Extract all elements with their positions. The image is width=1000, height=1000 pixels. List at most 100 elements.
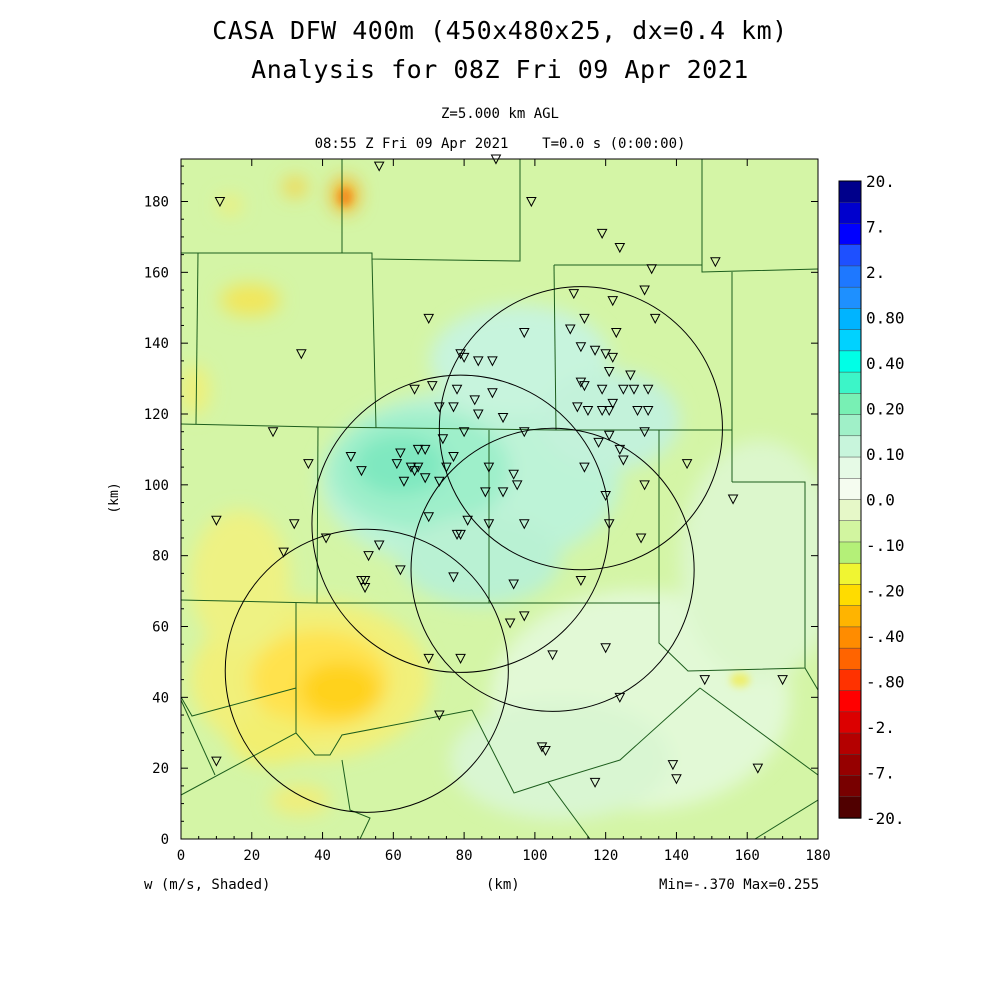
x-axis-label: (km) xyxy=(486,877,520,893)
station-marker xyxy=(423,512,435,523)
station-marker xyxy=(610,328,622,339)
station-marker xyxy=(455,349,466,360)
station-marker xyxy=(483,519,495,530)
station-marker xyxy=(320,533,332,544)
x-tick-label: 60 xyxy=(385,848,402,864)
station-marker xyxy=(451,384,463,395)
colorbar-swatch xyxy=(838,605,862,628)
station-marker xyxy=(345,452,357,463)
colorbar-label: 20. xyxy=(866,172,895,191)
station-marker xyxy=(646,264,658,275)
colorbar: 20. 7. 2. 0.80 0.40 0.20 0.10 0.0 -.10 -.20 -.40 -.… xyxy=(838,172,905,828)
station-marker xyxy=(472,409,484,420)
station-marker xyxy=(373,540,385,551)
x-tick-label: 80 xyxy=(456,848,473,864)
colorbar-swatch xyxy=(838,499,862,522)
colorbar-swatch xyxy=(838,478,862,501)
colorbar-swatch xyxy=(838,180,862,203)
x-tick-label: 40 xyxy=(314,848,331,864)
colorbar-swatch xyxy=(838,414,862,437)
station-marker xyxy=(518,611,530,622)
station-marker xyxy=(568,289,580,300)
station-marker xyxy=(614,692,626,703)
station-markers xyxy=(211,154,788,788)
colorbar-swatch xyxy=(838,456,862,480)
station-marker xyxy=(356,466,367,477)
colorbar-label: 0.10 xyxy=(866,445,905,464)
station-marker xyxy=(211,756,222,767)
station-marker xyxy=(398,476,410,487)
colorbar-frame xyxy=(838,180,862,819)
station-marker xyxy=(211,515,222,526)
station-marker xyxy=(632,405,643,417)
station-marker xyxy=(511,480,523,491)
colorbar-swatch xyxy=(838,435,862,458)
colorbar-swatch xyxy=(838,711,862,734)
colorbar-swatch xyxy=(838,223,862,246)
station-marker xyxy=(487,356,498,367)
station-marker xyxy=(681,459,693,470)
station-marker xyxy=(589,777,601,788)
station-marker xyxy=(607,398,619,409)
station-marker xyxy=(547,650,558,661)
x-tick-label: 100 xyxy=(522,848,547,864)
station-marker xyxy=(639,427,650,438)
station-marker xyxy=(455,529,466,540)
colorbar-swatch xyxy=(838,584,862,607)
station-marker xyxy=(579,462,590,473)
station-marker xyxy=(752,763,764,774)
station-marker xyxy=(278,547,289,558)
station-marker xyxy=(710,257,721,268)
station-marker xyxy=(777,675,788,686)
colorbar-swatch xyxy=(838,796,862,819)
colorbar-swatch xyxy=(838,647,862,671)
station-marker xyxy=(405,462,417,473)
x-tick-label: 180 xyxy=(805,848,830,864)
station-marker xyxy=(409,384,420,395)
station-marker xyxy=(589,345,601,356)
x-tick-label: 120 xyxy=(593,848,618,864)
chart-subtitle: Analysis for 08Z Fri 09 Apr 2021 xyxy=(251,55,749,84)
station-marker xyxy=(518,328,530,339)
colorbar-label: 2. xyxy=(866,263,885,282)
station-marker xyxy=(423,653,435,664)
station-marker xyxy=(579,381,590,392)
station-marker xyxy=(600,490,611,502)
station-marker xyxy=(564,324,576,335)
station-marker xyxy=(518,519,530,530)
station-marker xyxy=(600,349,611,360)
chart-title: CASA DFW 400m (450x480x25, dx=0.4 km) xyxy=(212,16,788,45)
station-marker xyxy=(426,381,438,392)
y-tick-label: 100 xyxy=(144,478,169,494)
station-marker xyxy=(603,405,615,417)
station-marker xyxy=(649,313,661,324)
x-tick-label: 20 xyxy=(243,848,260,864)
station-marker xyxy=(540,745,551,757)
station-marker xyxy=(363,551,374,562)
min-max-label: Min=-.370 Max=0.255 xyxy=(659,877,820,893)
y-tick-label: 0 xyxy=(161,832,169,848)
station-marker xyxy=(288,519,300,530)
y-tick-label: 160 xyxy=(144,265,169,281)
station-marker xyxy=(614,444,626,455)
colorbar-swatch xyxy=(838,520,862,543)
station-marker xyxy=(458,427,470,438)
station-marker xyxy=(603,519,615,530)
station-marker xyxy=(526,197,537,208)
colorbar-swatch xyxy=(838,308,862,331)
station-marker xyxy=(441,462,452,473)
station-marker xyxy=(409,466,420,477)
station-marker xyxy=(359,575,371,587)
station-marker xyxy=(472,356,484,367)
station-marker xyxy=(508,579,519,590)
colorbar-label: -.80 xyxy=(866,673,905,692)
y-tick-label: 120 xyxy=(144,407,169,423)
station-marker xyxy=(572,402,583,413)
y-axis-ticks: 0 20 40 60 80 100 120 140 160 180 xyxy=(144,165,818,848)
radar-range-rings xyxy=(224,286,723,813)
station-marker xyxy=(596,228,608,239)
colorbar-swatch xyxy=(838,244,862,267)
station-marker xyxy=(603,430,615,441)
station-marker xyxy=(727,494,739,505)
